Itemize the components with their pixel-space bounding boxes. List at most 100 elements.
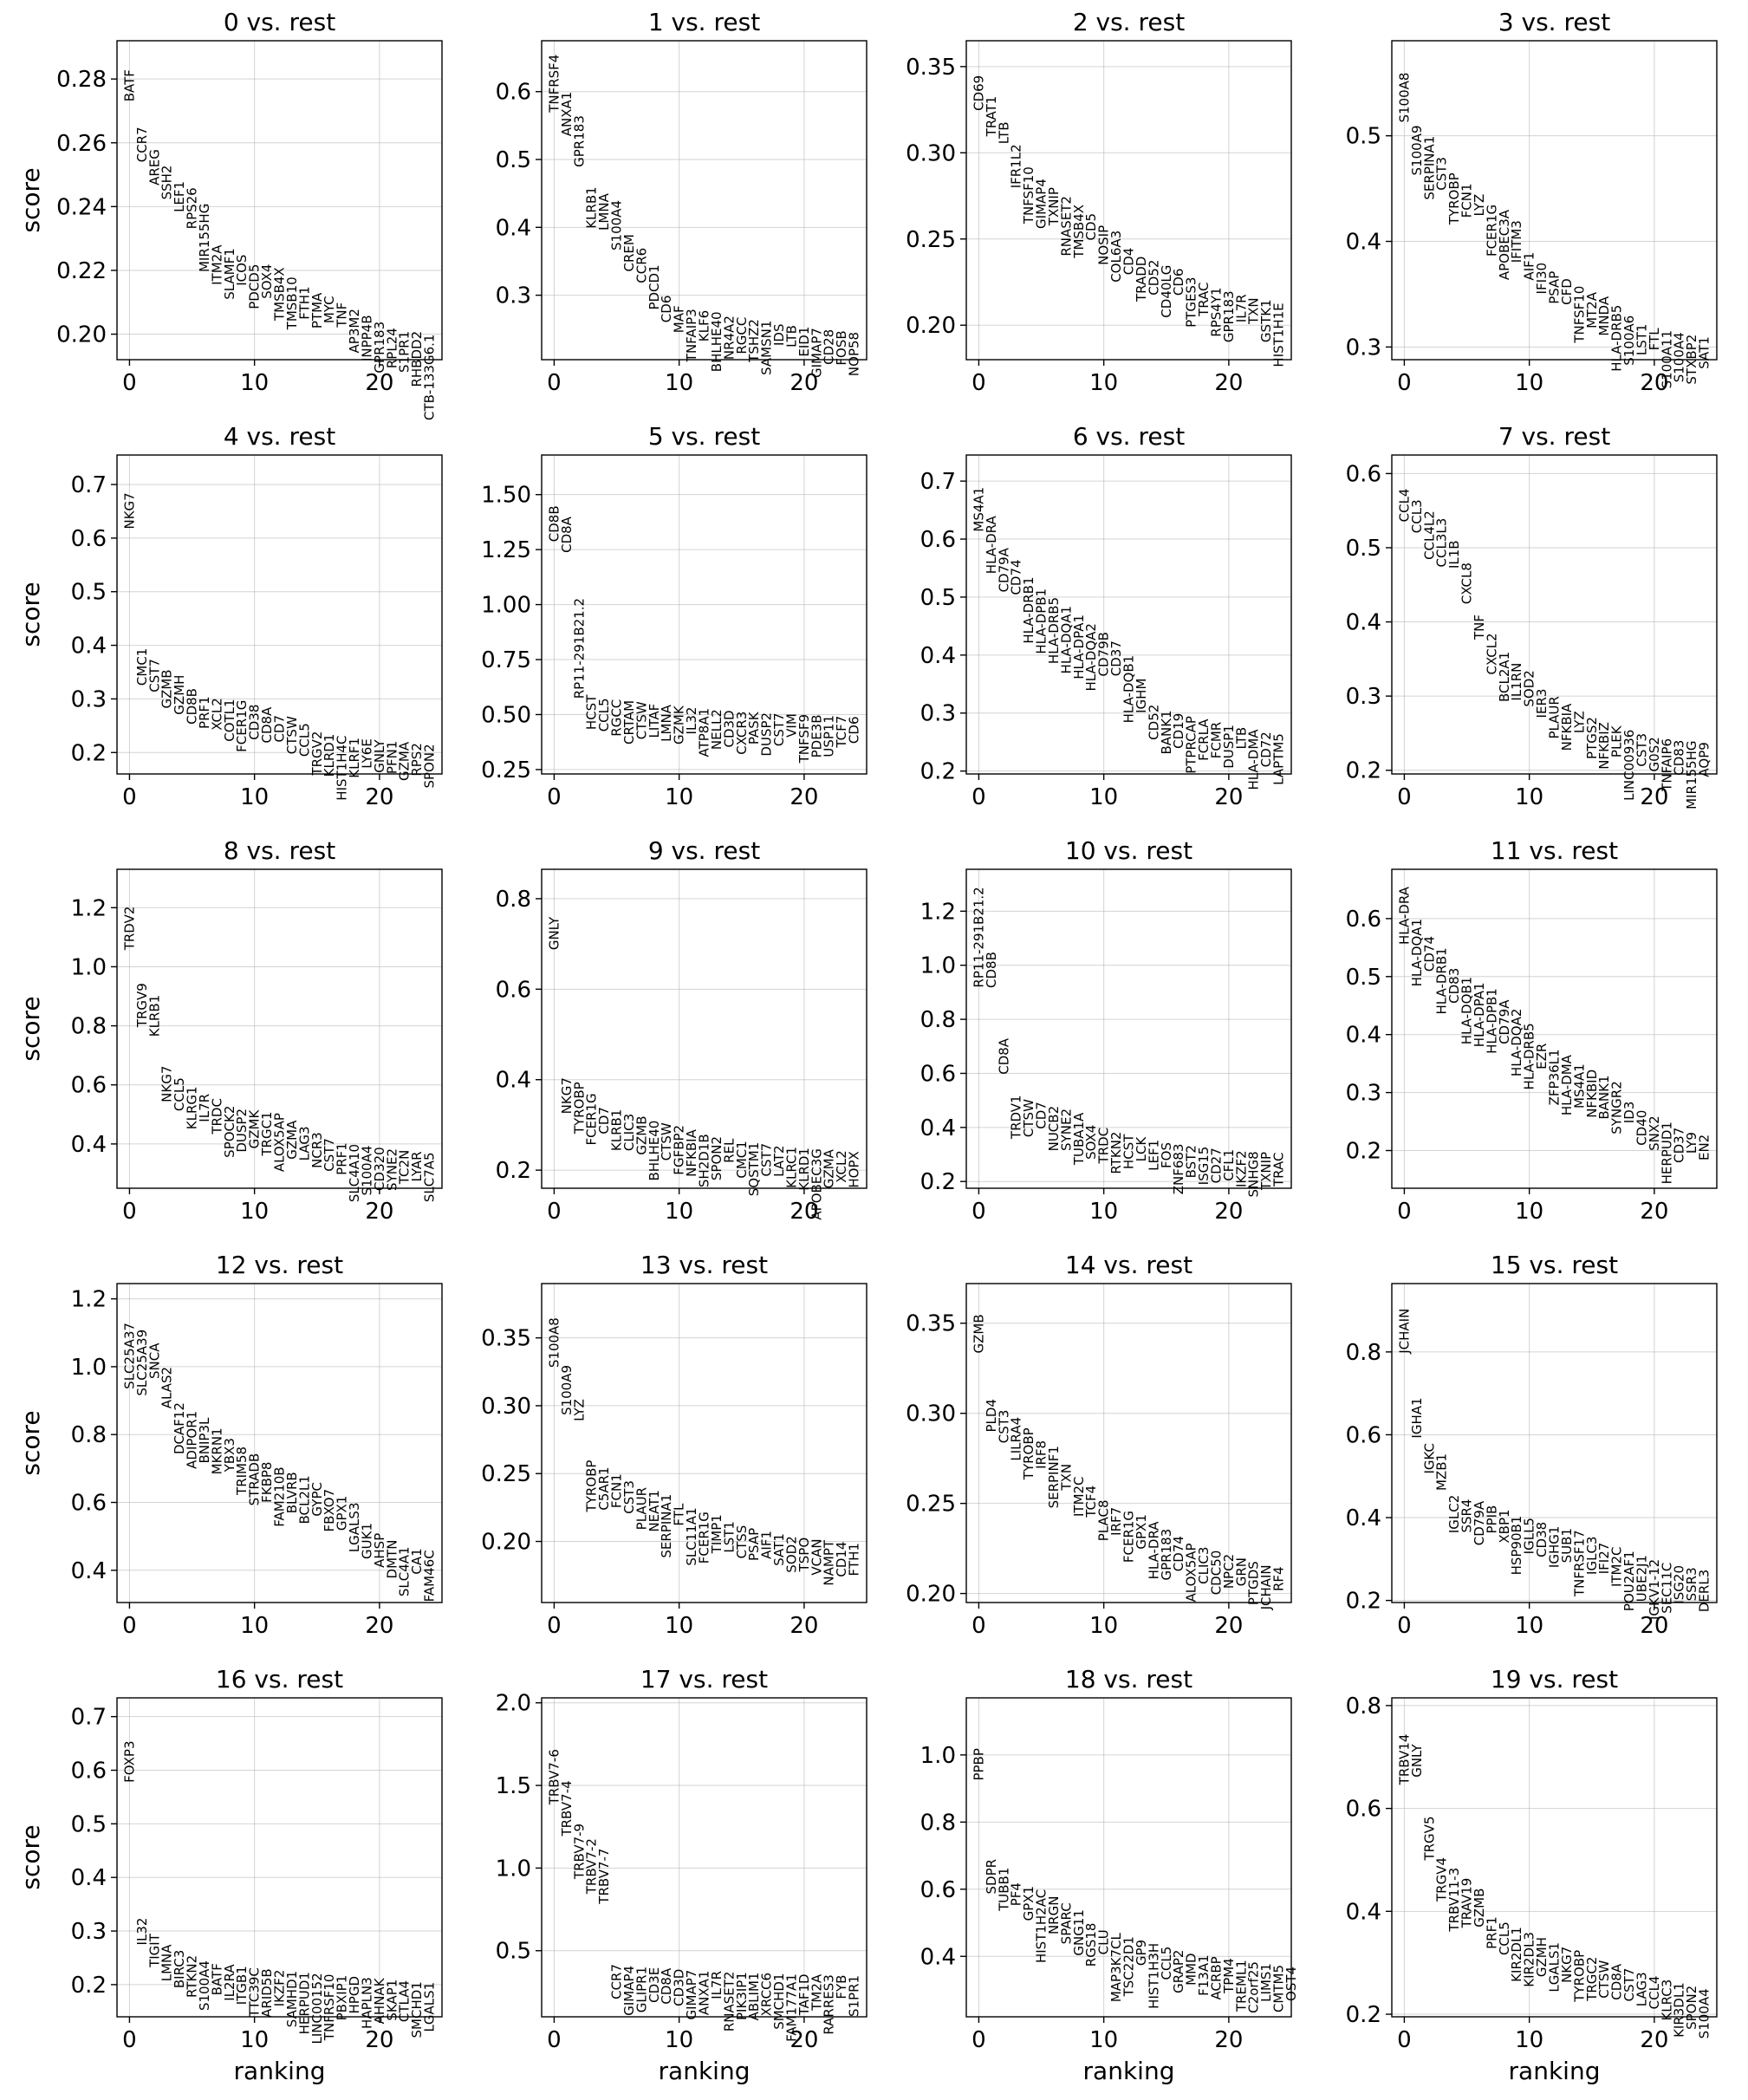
gene-label: NEAT1 [647, 1490, 662, 1532]
gene-label: LEF1 [172, 181, 187, 212]
panel-title: 19 vs. rest [1491, 1665, 1618, 1694]
gene-label: PTGDS [1246, 1561, 1262, 1605]
gene-label: TXNIP [1258, 1152, 1274, 1191]
panel-title: 3 vs. rest [1498, 8, 1610, 36]
gene-label: SERPINF1 [1046, 1446, 1062, 1508]
x-axis-label: ranking [1509, 2057, 1601, 2085]
gene-label: DMTN [384, 1540, 400, 1579]
gene-label: FYB [834, 1975, 849, 1999]
gene-label: CTLA4 [397, 1980, 413, 2022]
y-tick-label: 0.6 [496, 80, 531, 106]
gene-label: YBX3 [222, 1438, 237, 1473]
gene-label: TUBA1A [1071, 1112, 1087, 1166]
gene-label: COTL1 [222, 699, 237, 741]
gene-label: SLC4A10 [347, 1144, 362, 1202]
gene-label: S100A4 [197, 1960, 212, 2011]
gene-label: FAM46C [422, 1550, 438, 1602]
gene-label: LINC00936 [1621, 730, 1637, 801]
gene-label: CFD [1559, 278, 1575, 305]
gene-label: MYC [322, 296, 337, 323]
gene-label: TNFRSF4 [546, 55, 562, 114]
y-tick-label: 2.0 [496, 1691, 531, 1717]
gene-label: RP11-291B21.2 [971, 887, 986, 987]
gene-label: GPX1 [1021, 1886, 1036, 1921]
y-tick-label: 0.3 [920, 701, 956, 727]
gene-label: CD40 [1634, 1110, 1649, 1146]
gene-label: GRN [1233, 1557, 1249, 1586]
gene-label: CD3D [672, 1969, 687, 2006]
gene-label: TAF1D [796, 1973, 812, 2016]
y-tick-label: 0.7 [920, 469, 956, 495]
gene-label: SAT1 [771, 1533, 787, 1566]
panel-2: 2 vs. rest 0 10 20 0.20 0.25 0.30 0.35 CD69TRAT1… [906, 8, 1292, 396]
gene-label: TRBV7-4 [559, 1780, 575, 1837]
gene-label: FTH1 [847, 1543, 862, 1576]
gene-label: PBXIP1 [335, 1975, 350, 2021]
x-tick-label: 20 [790, 2027, 818, 2053]
gene-label: PLAUR [1547, 696, 1563, 738]
gene-label: SDPR [984, 1859, 999, 1895]
gene-label: XBP1 [1497, 1509, 1512, 1543]
gene-label: CST7 [1621, 1968, 1637, 2002]
gene-label: CD74 [1171, 1536, 1186, 1571]
gene-label: TRBV7-9 [571, 1824, 587, 1880]
panel-title: 7 vs. rest [1498, 422, 1610, 451]
gene-label: GZMA [822, 1148, 837, 1188]
gene-label: PLAUR [634, 1487, 649, 1530]
y-tick-label: 0.5 [920, 585, 956, 611]
gene-label: CD3E [647, 1967, 662, 2003]
gene-label: CST7 [759, 1143, 775, 1177]
y-tick-label: 0.2 [496, 1158, 531, 1184]
gene-label: CCL5 [172, 1077, 187, 1111]
x-tick-label: 0 [1397, 370, 1412, 396]
gene-label: TRBV7-2 [584, 1838, 600, 1895]
gene-label: NFKBID [1584, 1070, 1600, 1118]
gene-label: KLRC3 [1659, 1980, 1674, 2021]
gene-label: TTC39C [247, 1967, 263, 2018]
gene-label: MT2A [1584, 291, 1600, 328]
gene-label: CFL1 [1221, 1149, 1237, 1181]
gene-label: IER3 [1534, 689, 1550, 718]
y-tick-label: 1.5 [496, 1773, 531, 1799]
gene-label: HLA-DPB1 [1484, 988, 1499, 1054]
gene-label: IGKV1-12 [1647, 1559, 1662, 1620]
gene-label: CD28 [822, 329, 837, 365]
gene-label: NELL2 [709, 709, 725, 750]
gene-label: LGALS1 [1547, 1942, 1563, 1993]
x-tick-label: 10 [240, 2027, 269, 2053]
gene-label: FAM210B [272, 1466, 288, 1526]
gene-label: FOSB [834, 330, 849, 365]
y-tick-label: 0.8 [71, 1014, 107, 1040]
gene-label: KIR3DL1 [1672, 1982, 1687, 2038]
gene-label: BST2 [1184, 1145, 1199, 1178]
gene-label: GYPC [309, 1482, 325, 1517]
y-tick-label: 0.5 [1346, 965, 1381, 991]
y-tick-label: 1.2 [71, 895, 107, 921]
x-axis-label: ranking [234, 2057, 326, 2085]
gene-label: TRAC [1271, 1153, 1287, 1187]
gene-label: S100A8 [546, 1317, 562, 1368]
gene-label: CD69 [971, 75, 986, 111]
y-tick-label: 0.25 [481, 757, 531, 783]
y-tick-label: 0.3 [1346, 1081, 1381, 1107]
x-tick-label: 0 [1397, 2027, 1412, 2053]
x-tick-label: 20 [1214, 370, 1243, 396]
gene-label: S100A4 [1697, 1988, 1712, 2038]
gene-label: TRBV11-3 [1446, 1868, 1462, 1933]
gene-label: SH2D1B [697, 1134, 712, 1187]
gene-label: ATP8A1 [697, 708, 712, 757]
gene-label: SPARC [1058, 1902, 1074, 1944]
x-tick-label: 20 [790, 1199, 818, 1225]
axes-frame [965, 868, 1292, 1189]
axes-frame [1391, 40, 1718, 361]
gene-label: CST7 [146, 659, 162, 692]
gene-label: ICOS [234, 255, 250, 286]
gene-label: TXN [1246, 297, 1262, 325]
gene-label: TMSB4X [272, 267, 288, 322]
y-tick-label: 0.6 [1346, 1797, 1381, 1823]
x-tick-label: 0 [971, 2027, 986, 2053]
gene-label: S100A11 [1659, 330, 1674, 389]
gene-label: ALOX5AP [1184, 1543, 1199, 1602]
gene-label: RGS18 [1083, 1923, 1099, 1967]
gene-label: FCMR [1208, 722, 1224, 758]
